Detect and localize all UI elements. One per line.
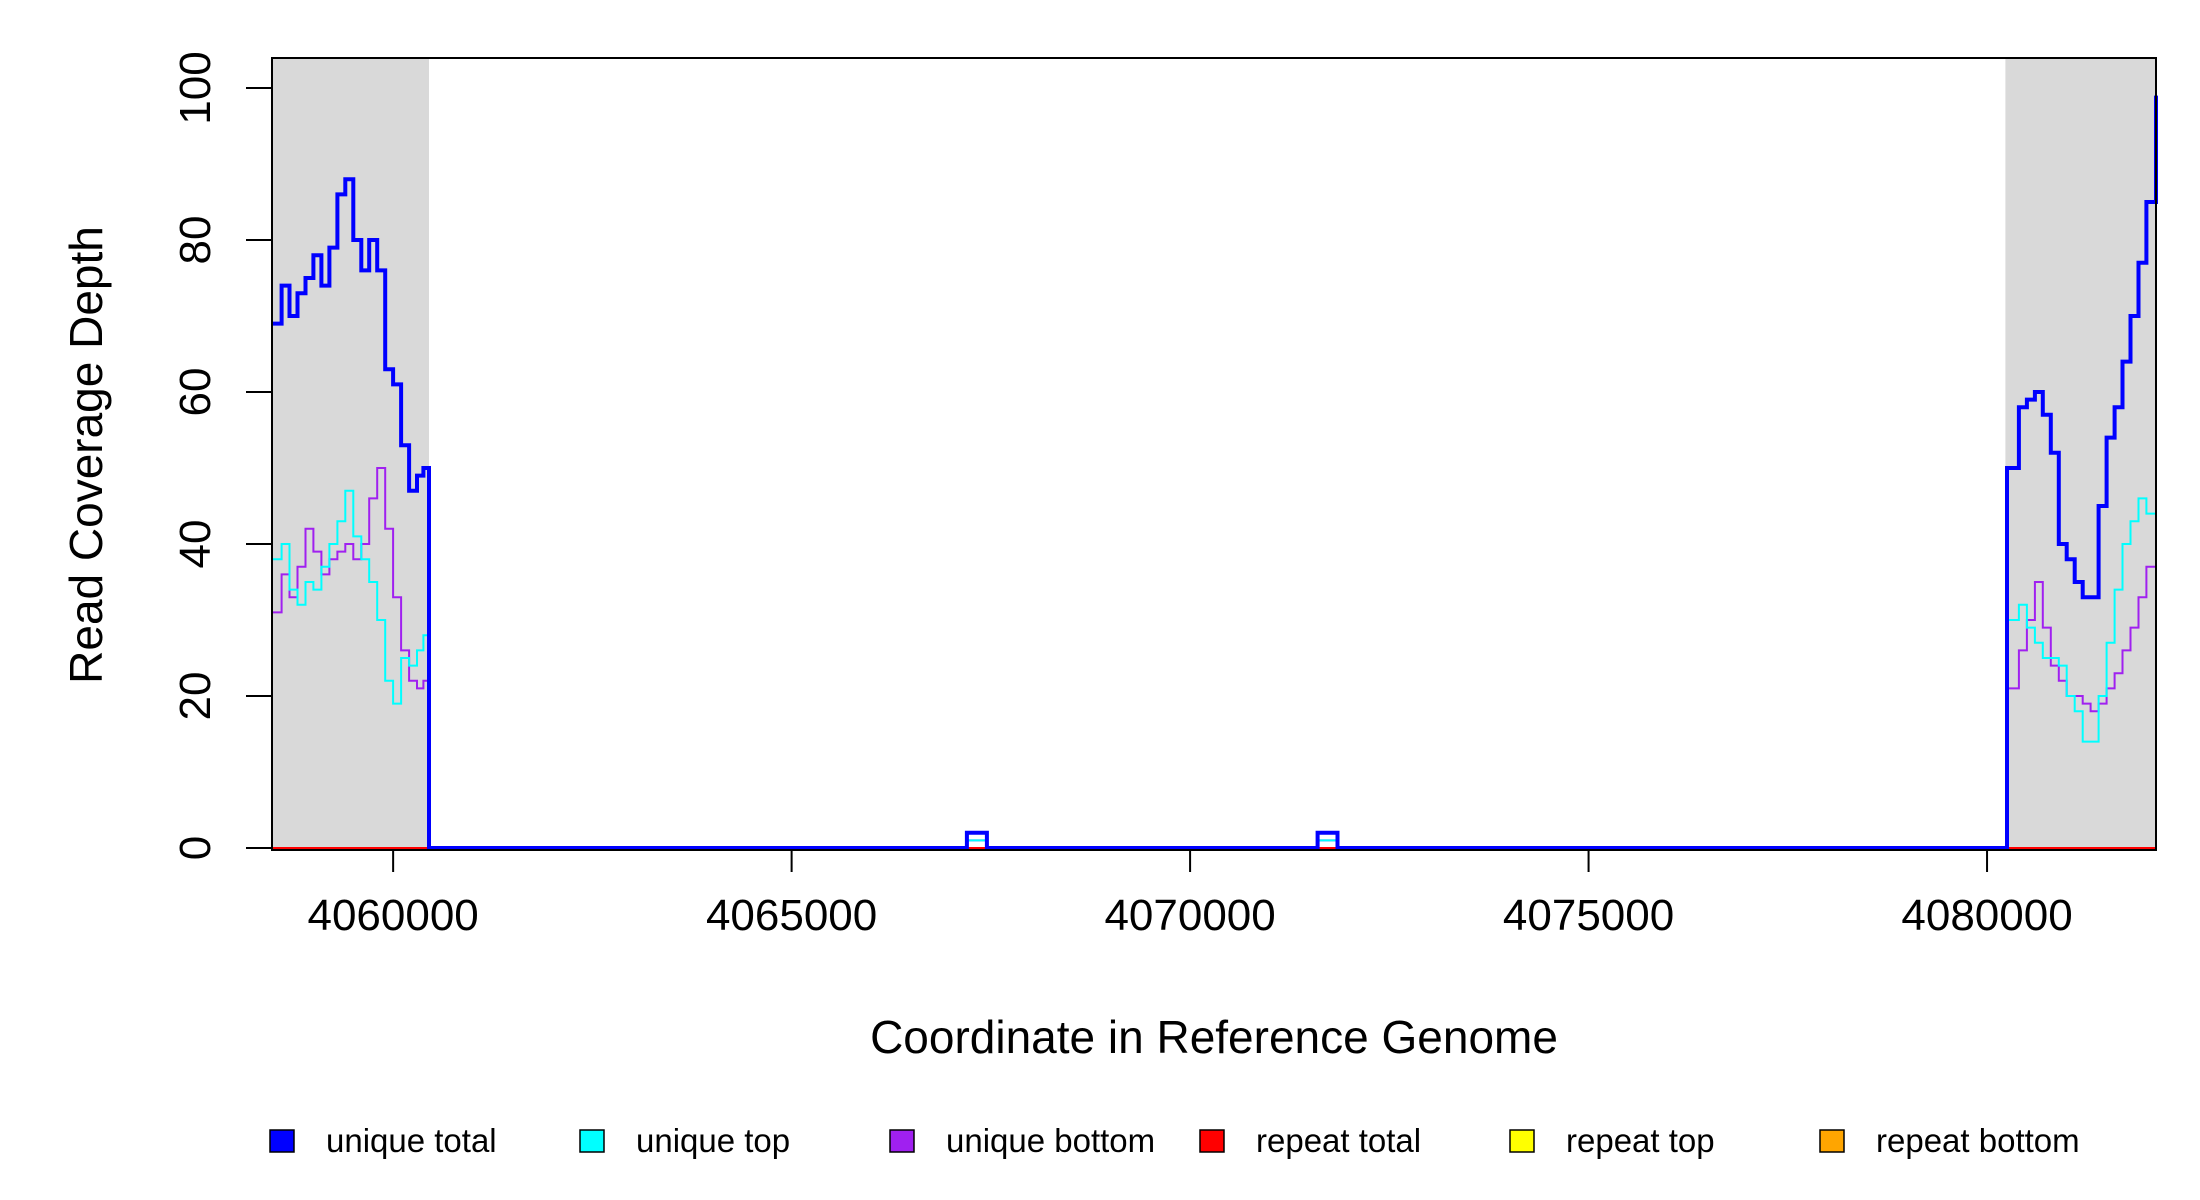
legend-label-repeat-top: repeat top <box>1566 1122 1715 1159</box>
x-tick-label: 4080000 <box>1901 891 2072 940</box>
x-tick-label: 4065000 <box>706 891 877 940</box>
x-tick-label: 4070000 <box>1104 891 1275 940</box>
legend-swatch-repeat-bottom <box>1819 1129 1845 1153</box>
plot-frame <box>271 57 2157 851</box>
y-tick-label: 40 <box>171 520 220 569</box>
shaded-region-1 <box>272 58 429 850</box>
legend-label-unique-total: unique total <box>326 1122 497 1159</box>
y-axis-title: Read Coverage Depth <box>60 226 112 684</box>
y-tick-label: 20 <box>171 672 220 721</box>
legend-swatch-unique-top <box>579 1129 605 1153</box>
legend-label-repeat-total: repeat total <box>1256 1122 1421 1159</box>
y-axis: 0 20 40 60 80 100 <box>171 51 272 860</box>
legend-swatch-repeat-top <box>1509 1129 1535 1153</box>
legend-swatch-repeat-total <box>1199 1129 1225 1153</box>
series-line-unique-total <box>272 95 2158 850</box>
legend-label-unique-bottom: unique bottom <box>946 1122 1155 1159</box>
series-lines <box>272 95 2158 850</box>
legend-swatch-unique-total <box>269 1129 295 1153</box>
x-axis-title: Coordinate in Reference Genome <box>870 1011 1558 1063</box>
x-tick-label: 4060000 <box>307 891 478 940</box>
y-tick-label: 100 <box>171 51 220 124</box>
legend: unique total unique top unique bottom repea… <box>269 1122 2080 1159</box>
series-line-unique-top <box>272 460 2157 849</box>
series-line-unique-bottom <box>272 467 2157 849</box>
y-tick-label: 0 <box>171 836 220 860</box>
legend-label-repeat-bottom: repeat bottom <box>1876 1122 2080 1159</box>
legend-swatch-unique-bottom <box>889 1129 915 1153</box>
legend-label-unique-top: unique top <box>636 1122 790 1159</box>
x-tick-label: 4075000 <box>1503 891 1674 940</box>
shaded-region-2 <box>2005 58 2156 850</box>
shaded-regions <box>272 58 2156 850</box>
x-axis: 4060000 4065000 4070000 4075000 4080000 <box>307 850 2073 940</box>
y-tick-label: 80 <box>171 216 220 265</box>
y-tick-label: 60 <box>171 368 220 417</box>
